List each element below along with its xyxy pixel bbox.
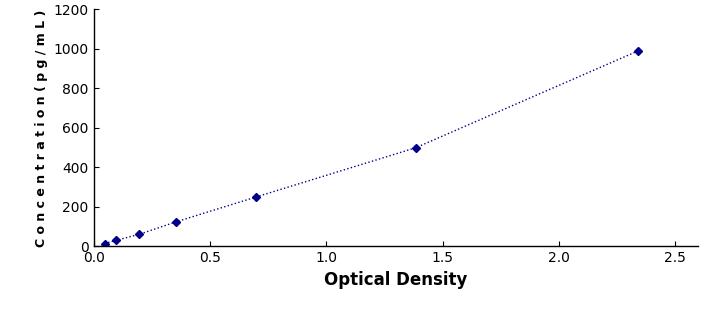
Y-axis label: C o n c e n t r a t i o n ( p g / m L ): C o n c e n t r a t i o n ( p g / m L ) (35, 9, 48, 247)
X-axis label: Optical Density: Optical Density (324, 271, 468, 289)
